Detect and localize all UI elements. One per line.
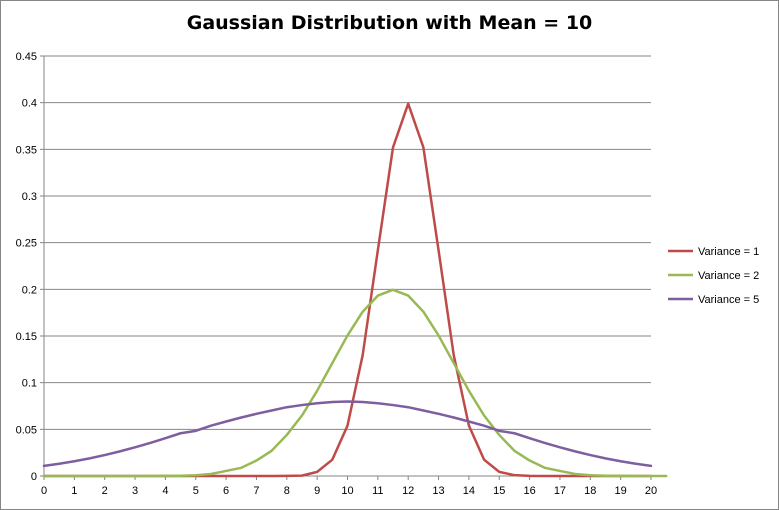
gridlines bbox=[44, 55, 651, 477]
x-tick-label: 20 bbox=[645, 485, 657, 497]
y-tick-label: 0.45 bbox=[16, 51, 37, 63]
x-tick-label: 13 bbox=[432, 485, 444, 497]
y-tick-label: 0.05 bbox=[16, 424, 37, 436]
x-tick-label: 10 bbox=[341, 485, 353, 497]
x-tick-label: 2 bbox=[102, 485, 108, 497]
legend-label: Variance = 2 bbox=[698, 270, 759, 282]
x-tick-label: 16 bbox=[523, 485, 535, 497]
legend: Variance = 1 Variance = 2 Variance = 5 bbox=[668, 246, 759, 306]
y-tick-label: 0.35 bbox=[16, 144, 37, 156]
legend-label: Variance = 5 bbox=[698, 294, 759, 306]
series-line-1 bbox=[42, 102, 653, 478]
x-tick-label: 7 bbox=[253, 485, 259, 497]
x-tick-label: 12 bbox=[402, 485, 414, 497]
x-tick-label: 8 bbox=[284, 485, 290, 497]
x-tick-label: 17 bbox=[554, 485, 566, 497]
series-lines bbox=[42, 102, 668, 478]
chart-title: Gaussian Distribution with Mean = 10 bbox=[186, 12, 593, 34]
series-line-2 bbox=[42, 288, 668, 478]
x-tick-label: 19 bbox=[615, 485, 627, 497]
x-tick-label: 3 bbox=[132, 485, 138, 497]
x-tick-label: 11 bbox=[372, 485, 383, 497]
x-tick-label: 5 bbox=[193, 485, 199, 497]
y-tick-label: 0.1 bbox=[22, 378, 37, 390]
y-tick-label: 0.2 bbox=[22, 284, 37, 296]
x-tick-label: 18 bbox=[584, 485, 596, 497]
x-axis: 0 1 2 3 4 5 6 7 8 9 10 11 12 13 14 15 16 17 18 19 20 bbox=[41, 475, 657, 497]
y-axis-ticks: 0 0.05 0.1 0.15 0.2 0.25 0.3 0.35 0.4 0.45 bbox=[16, 51, 45, 483]
y-tick-label: 0.4 bbox=[22, 98, 37, 110]
y-tick-label: 0.15 bbox=[16, 331, 37, 343]
x-tick-label: 14 bbox=[463, 485, 475, 497]
legend-label: Variance = 1 bbox=[698, 246, 759, 258]
y-tick-label: 0.3 bbox=[22, 191, 37, 203]
x-tick-label: 4 bbox=[162, 485, 168, 497]
y-tick-label: 0 bbox=[31, 471, 37, 483]
x-tick-label: 1 bbox=[71, 485, 77, 497]
x-tick-label: 9 bbox=[314, 485, 320, 497]
series-line-3 bbox=[42, 400, 653, 468]
y-tick-label: 0.25 bbox=[16, 238, 37, 250]
x-tick-label: 15 bbox=[493, 485, 505, 497]
x-tick-label: 0 bbox=[41, 485, 47, 497]
x-tick-label: 6 bbox=[223, 485, 229, 497]
